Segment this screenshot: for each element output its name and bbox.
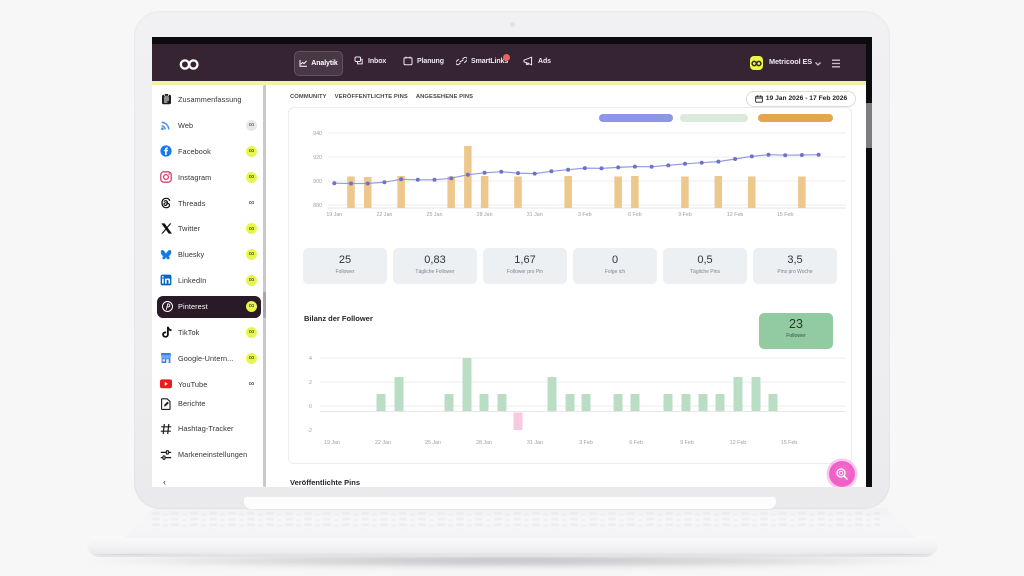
svg-text:31 Jan: 31 Jan	[527, 212, 543, 218]
svg-text:28 Jan: 28 Jan	[477, 212, 493, 218]
svg-text:28 Jan: 28 Jan	[476, 440, 492, 446]
svg-text:920: 920	[313, 155, 322, 161]
svg-text:6 Feb: 6 Feb	[629, 440, 643, 446]
svg-text:6 Feb: 6 Feb	[628, 212, 642, 218]
svg-text:19 Jan: 19 Jan	[324, 440, 340, 446]
svg-text:12 Feb: 12 Feb	[727, 212, 744, 218]
svg-text:25 Jan: 25 Jan	[427, 212, 443, 218]
svg-text:3 Feb: 3 Feb	[579, 440, 593, 446]
svg-text:19 Jan: 19 Jan	[326, 212, 342, 218]
svg-text:9 Feb: 9 Feb	[678, 212, 692, 218]
svg-text:3 Feb: 3 Feb	[578, 212, 592, 218]
svg-text:9 Feb: 9 Feb	[680, 440, 694, 446]
svg-text:2: 2	[309, 380, 312, 386]
svg-text:900: 900	[313, 179, 322, 185]
svg-text:940: 940	[313, 131, 322, 137]
svg-text:31 Jan: 31 Jan	[527, 440, 543, 446]
svg-text:25 Jan: 25 Jan	[425, 440, 441, 446]
svg-text:12 Feb: 12 Feb	[730, 440, 747, 446]
svg-text:4: 4	[309, 356, 312, 362]
svg-text:15 Feb: 15 Feb	[781, 440, 798, 446]
svg-text:-2: -2	[307, 428, 312, 434]
svg-text:880: 880	[313, 203, 322, 209]
svg-text:22 Jan: 22 Jan	[375, 440, 391, 446]
svg-text:15 Feb: 15 Feb	[777, 212, 794, 218]
svg-text:22 Jan: 22 Jan	[376, 212, 392, 218]
svg-text:0: 0	[309, 404, 312, 410]
